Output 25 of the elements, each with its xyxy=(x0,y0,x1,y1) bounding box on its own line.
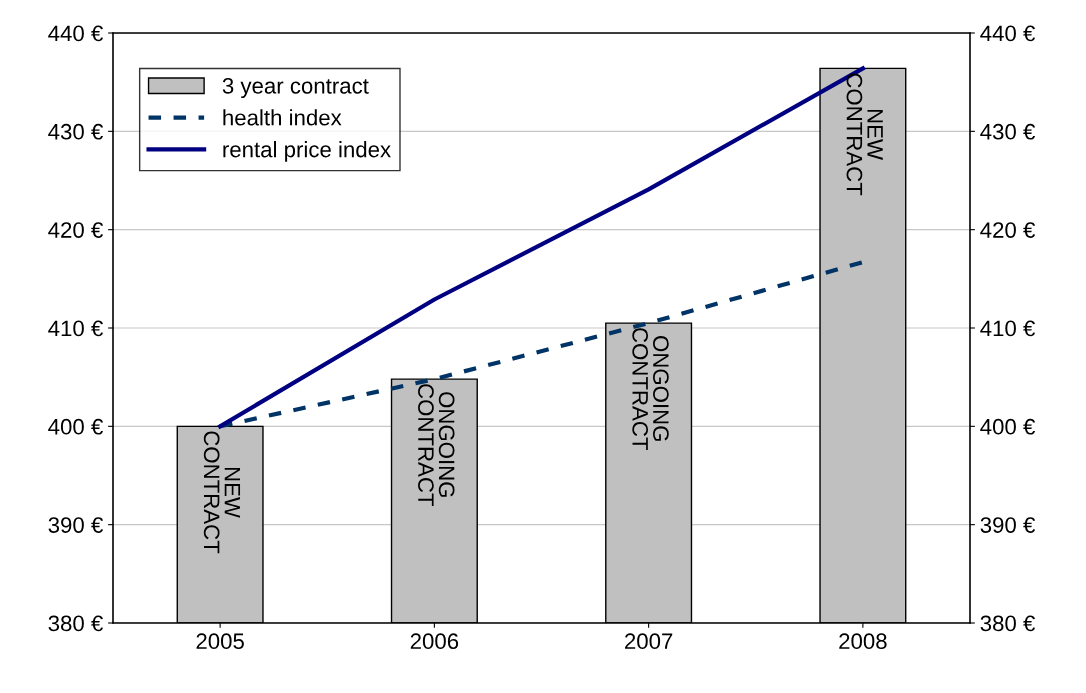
y2-tick-label: 400 € xyxy=(980,418,1036,435)
y2-tick-label: 440 € xyxy=(980,25,1036,42)
x-tick-label: 2007 xyxy=(625,633,673,650)
x-tick-label: 2005 xyxy=(196,633,244,650)
legend-label: health index xyxy=(223,109,342,126)
y-tick-label: 390 € xyxy=(48,517,103,533)
y-tick-label: 400 € xyxy=(48,418,103,435)
y-tick-label: 430 € xyxy=(48,123,103,140)
annotation: ONGOING CONTRACT xyxy=(418,384,455,507)
y2-tick-label: 420 € xyxy=(980,222,1036,238)
y-tick-label: 420 € xyxy=(48,222,103,238)
x-tick-label: 2006 xyxy=(410,633,459,650)
y-tick-label: 380 € xyxy=(48,615,103,632)
y2-tick-label: 380 € xyxy=(980,615,1036,632)
annotation: ONGOING CONTRACT xyxy=(632,328,669,450)
annotation: NEW CONTRACT xyxy=(846,73,883,196)
y2-tick-label: 410 € xyxy=(980,320,1036,337)
legend-label: 3 year contract xyxy=(222,77,369,99)
annotation: NEW CONTRACT xyxy=(203,431,241,554)
y2-tick-label: 390 € xyxy=(980,517,1036,533)
y-tick-label: 410 € xyxy=(48,320,103,337)
legend-label: rental price index xyxy=(223,141,391,162)
x-tick-label: 2008 xyxy=(839,633,887,650)
y-tick-label: 440 € xyxy=(48,25,103,42)
y2-tick-label: 430 € xyxy=(980,123,1036,140)
